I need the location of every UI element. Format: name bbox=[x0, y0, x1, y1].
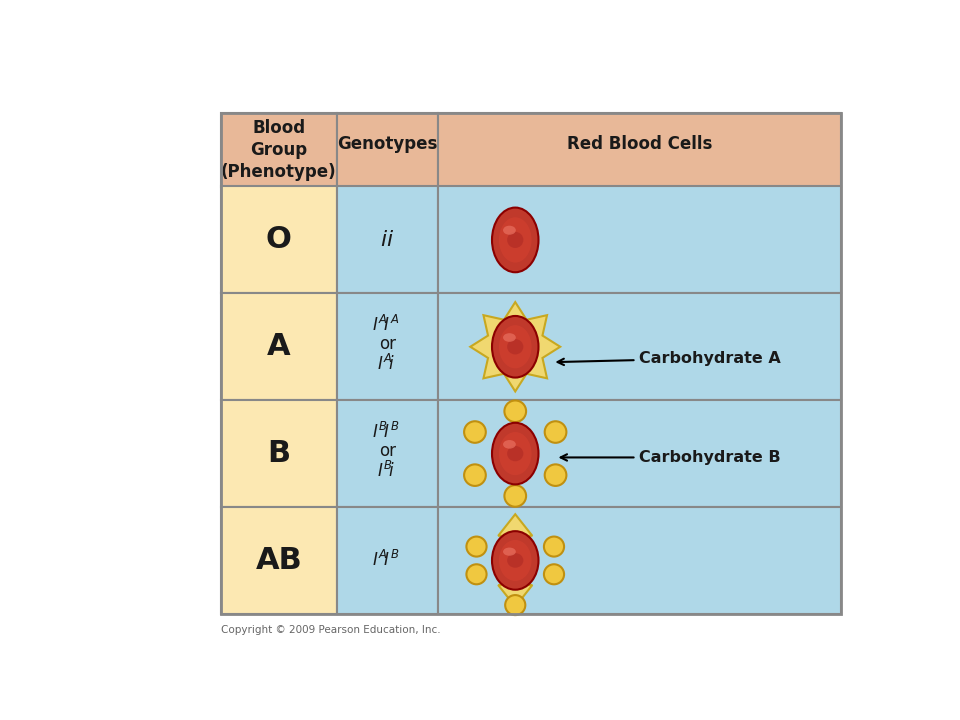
Text: O: O bbox=[266, 225, 292, 254]
Text: or: or bbox=[379, 442, 396, 460]
Text: Carbohydrate B: Carbohydrate B bbox=[561, 450, 780, 465]
Circle shape bbox=[544, 464, 566, 486]
Bar bbox=[221, 507, 337, 614]
Text: $\mathit{I^B}\!\mathit{i}$: $\mathit{I^B}\!\mathit{i}$ bbox=[376, 461, 396, 480]
Polygon shape bbox=[498, 585, 532, 607]
Bar bbox=[438, 400, 841, 507]
Circle shape bbox=[464, 421, 486, 443]
Text: B: B bbox=[267, 439, 291, 468]
Ellipse shape bbox=[507, 339, 523, 354]
Ellipse shape bbox=[507, 232, 523, 248]
Bar bbox=[221, 113, 337, 186]
Text: or: or bbox=[379, 336, 396, 354]
Polygon shape bbox=[470, 302, 561, 392]
Ellipse shape bbox=[492, 423, 539, 485]
Polygon shape bbox=[498, 514, 532, 536]
Text: Blood
Group
(Phenotype): Blood Group (Phenotype) bbox=[221, 119, 337, 181]
Ellipse shape bbox=[503, 547, 516, 556]
Circle shape bbox=[467, 536, 487, 557]
Text: $\mathit{I^B}\!\mathit{I^B}$: $\mathit{I^B}\!\mathit{I^B}$ bbox=[372, 422, 399, 442]
Ellipse shape bbox=[503, 333, 516, 342]
Circle shape bbox=[505, 595, 525, 615]
Bar bbox=[221, 400, 337, 507]
Ellipse shape bbox=[499, 540, 532, 581]
Circle shape bbox=[464, 464, 486, 486]
Text: A: A bbox=[267, 332, 291, 361]
Bar bbox=[221, 186, 337, 293]
Ellipse shape bbox=[492, 531, 539, 590]
Bar bbox=[337, 113, 438, 186]
Circle shape bbox=[504, 485, 526, 507]
Bar bbox=[337, 400, 438, 507]
Ellipse shape bbox=[499, 217, 532, 263]
Ellipse shape bbox=[503, 440, 516, 449]
Ellipse shape bbox=[507, 446, 523, 462]
Text: Red Blood Cells: Red Blood Cells bbox=[566, 135, 712, 153]
Ellipse shape bbox=[507, 553, 523, 568]
Ellipse shape bbox=[503, 225, 516, 235]
Circle shape bbox=[467, 564, 487, 585]
Text: $\it{ii}$: $\it{ii}$ bbox=[380, 230, 395, 250]
Bar bbox=[337, 186, 438, 293]
Text: Carbohydrate A: Carbohydrate A bbox=[558, 351, 781, 366]
Text: Copyright © 2009 Pearson Education, Inc.: Copyright © 2009 Pearson Education, Inc. bbox=[221, 625, 441, 635]
Text: $\mathit{I^A}\!\mathit{I^B}$: $\mathit{I^A}\!\mathit{I^B}$ bbox=[372, 550, 399, 570]
Bar bbox=[438, 293, 841, 400]
Bar bbox=[337, 507, 438, 614]
Circle shape bbox=[544, 421, 566, 443]
Bar bbox=[438, 113, 841, 186]
Circle shape bbox=[544, 536, 564, 557]
Bar bbox=[438, 507, 841, 614]
Text: AB: AB bbox=[255, 546, 302, 575]
Text: $\mathit{I^A}\!\mathit{I^A}$: $\mathit{I^A}\!\mathit{I^A}$ bbox=[372, 315, 399, 336]
Circle shape bbox=[544, 564, 564, 585]
Text: $\mathit{I^A}\!\mathit{i}$: $\mathit{I^A}\!\mathit{i}$ bbox=[376, 354, 396, 374]
Ellipse shape bbox=[499, 432, 532, 475]
Bar bbox=[438, 186, 841, 293]
Bar bbox=[221, 113, 841, 614]
Text: Genotypes: Genotypes bbox=[337, 135, 438, 153]
Circle shape bbox=[504, 400, 526, 422]
Ellipse shape bbox=[492, 207, 539, 272]
Ellipse shape bbox=[492, 316, 539, 377]
Bar bbox=[221, 293, 337, 400]
Bar bbox=[337, 293, 438, 400]
Ellipse shape bbox=[499, 325, 532, 369]
